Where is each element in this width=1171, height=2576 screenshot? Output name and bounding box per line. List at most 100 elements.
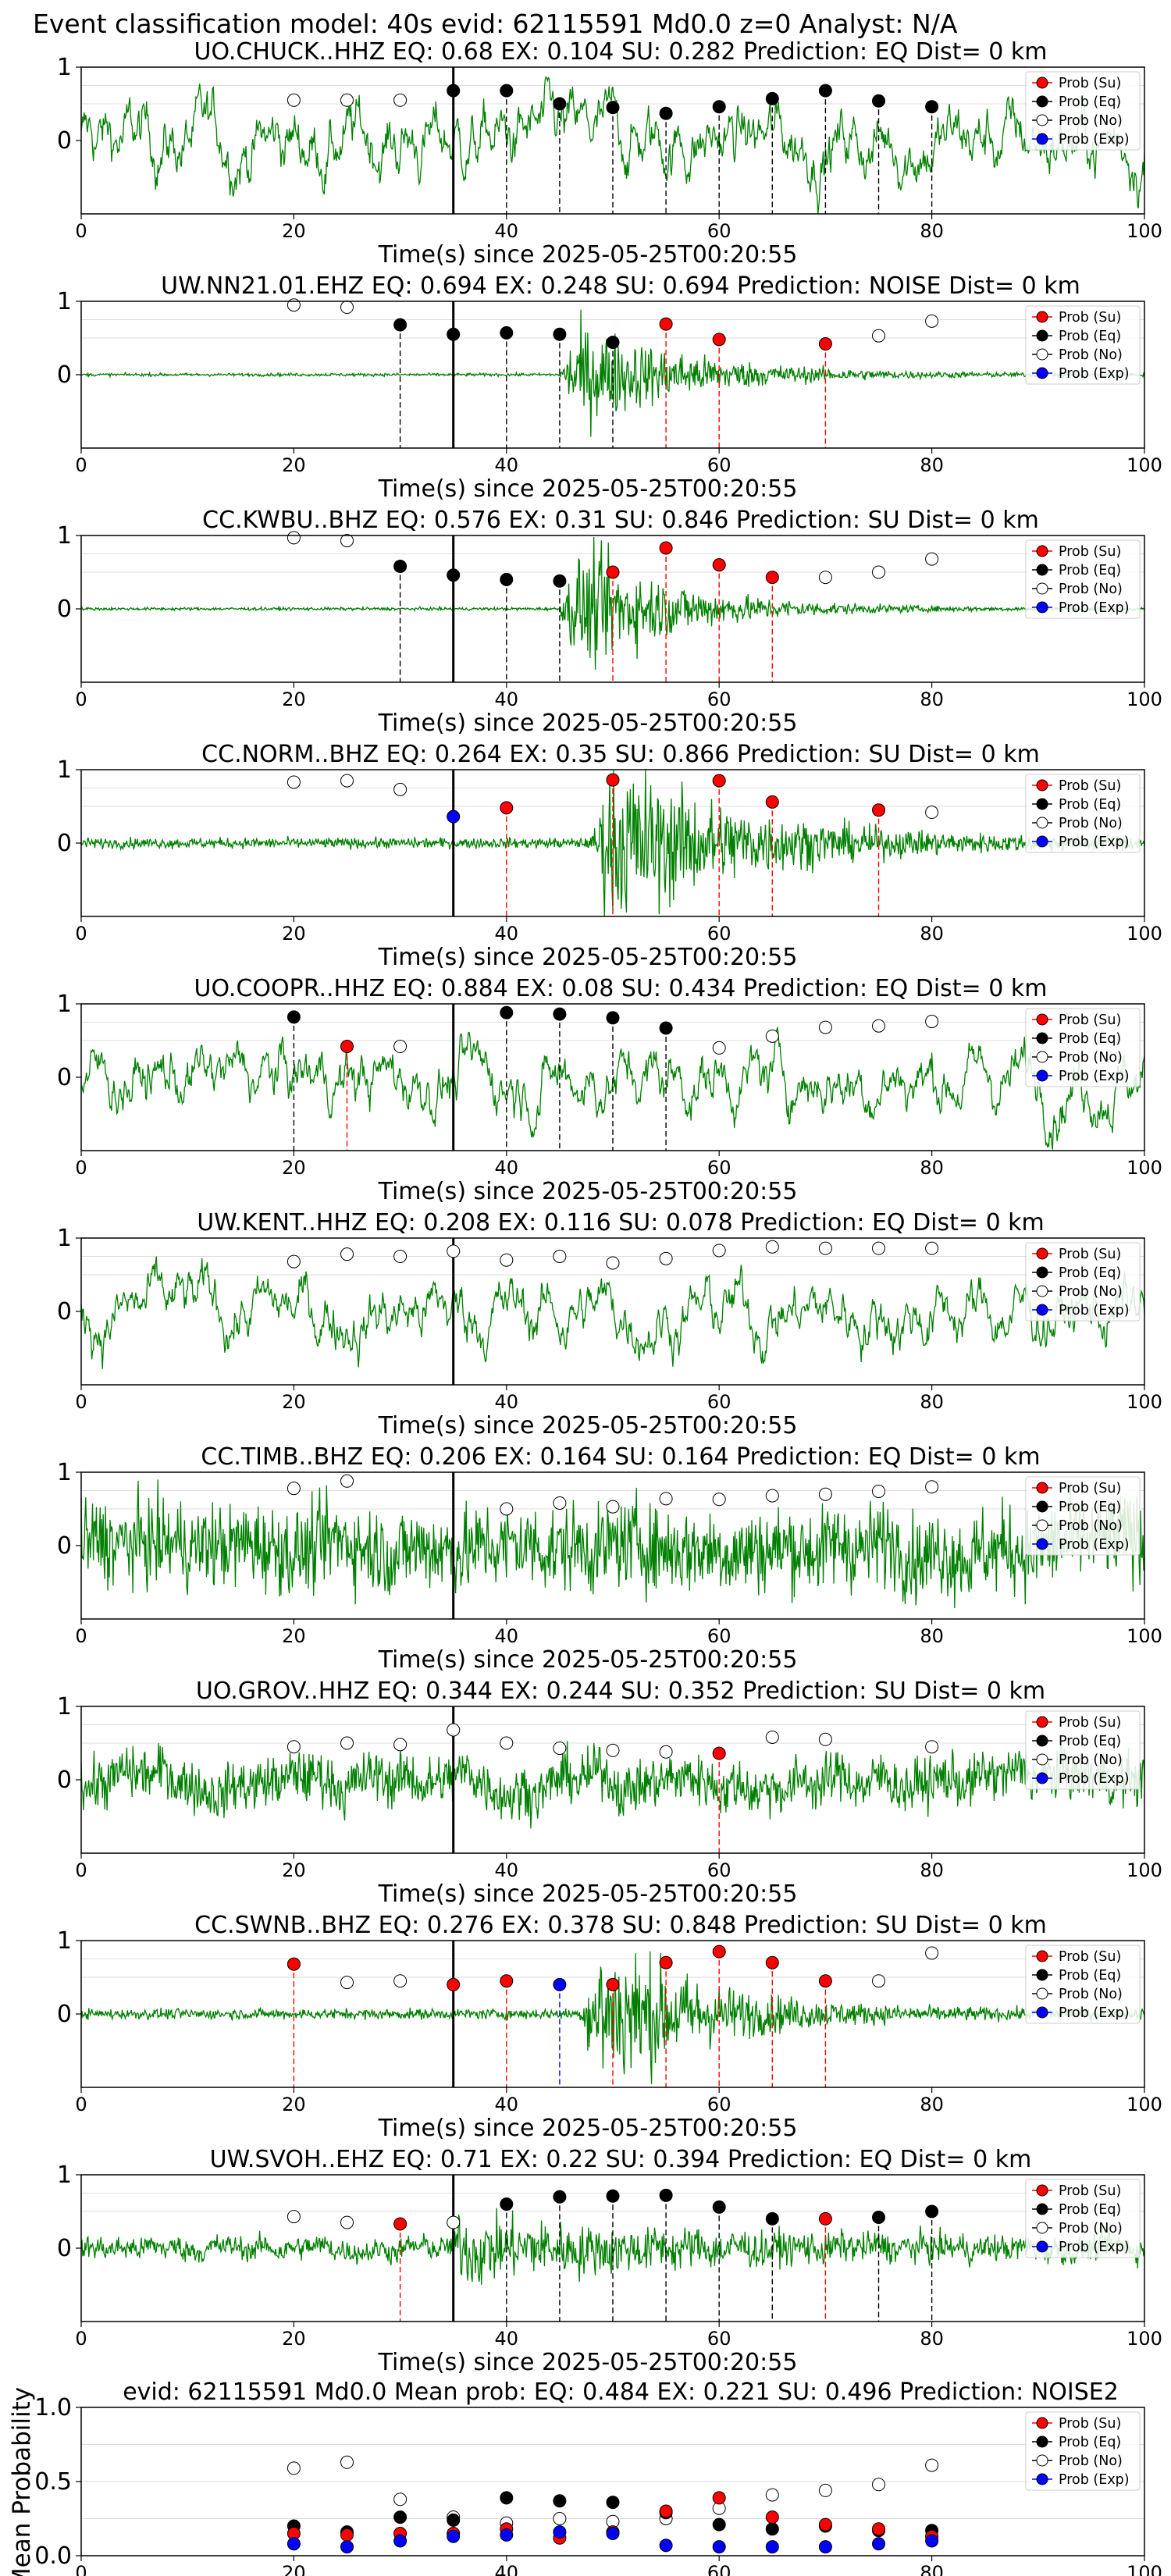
legend-label-no: Prob (No) [1059,1518,1123,1534]
mean-marker-exp [447,2529,461,2543]
x-tick-label: 20 [282,1625,306,1647]
y-tick-label: 1 [57,1459,72,1486]
x-tick-label: 100 [1127,1391,1162,1413]
legend-label-su: Prob (Su) [1059,310,1121,326]
prob-marker-no [659,1745,673,1759]
prob-marker-eq [287,1010,301,1024]
prob-marker-no [500,1736,514,1750]
prob-marker-su [712,774,726,788]
prob-marker-eq [712,100,726,114]
x-tick-label: 100 [1127,2328,1162,2350]
legend-label-no: Prob (No) [1059,2453,1123,2469]
panel-3: CC.KWBU..BHZ EQ: 0.576 EX: 0.31 SU: 0.84… [57,507,1162,737]
x-tick-label: 100 [1127,1625,1162,1647]
prob-marker-no [818,1020,832,1034]
legend-marker-eq [1036,1032,1048,1044]
x-axis-label: Time(s) since 2025-05-25T00:20:55 [378,2349,798,2376]
prob-marker-no [393,782,408,796]
x-tick-label: 0 [75,1157,87,1179]
prob-marker-no [606,1500,620,1514]
prob-marker-no [818,1241,832,1255]
x-tick-label: 40 [495,220,519,242]
prob-marker-no [287,1740,301,1754]
prob-marker-no [925,1241,939,1255]
legend-label-exp: Prob (Exp) [1059,1771,1130,1787]
x-tick-label: 40 [495,2328,519,2350]
legend-label-exp: Prob (Exp) [1059,600,1130,616]
x-tick-label: 20 [282,2328,306,2350]
mean-marker-eq [765,2522,779,2536]
legend-marker-no [1036,1285,1048,1297]
x-tick-label: 100 [1127,1157,1162,1179]
panel-11: evid: 62115591 Md0.0 Mean prob: EQ: 0.48… [8,2379,1162,2576]
panel-9: CC.SWNB..BHZ EQ: 0.276 EX: 0.378 SU: 0.8… [57,1912,1162,2142]
prob-marker-exp [553,1977,567,1991]
x-tick-label: 60 [707,454,731,476]
mean-marker-su [659,2504,673,2518]
prob-marker-eq [606,2189,620,2203]
legend-label-su: Prob (Su) [1059,1247,1121,1262]
x-tick-label: 60 [707,2328,731,2350]
prob-marker-no [340,534,354,548]
x-tick-label: 20 [282,923,306,945]
y-tick-label: 1 [57,522,72,550]
legend-box [1025,71,1141,151]
prob-marker-no [287,2210,301,2224]
y-tick-label: 1.0 [34,2394,72,2421]
legend-marker-no [1036,817,1048,829]
legend-marker-eq [1036,1735,1048,1747]
x-tick-label: 0 [75,688,87,710]
prob-marker-no [287,531,301,545]
panel-5: UO.COOPR..HHZ EQ: 0.884 EX: 0.08 SU: 0.4… [57,975,1162,1205]
legend-label-su: Prob (Su) [1059,76,1121,91]
x-tick-label: 0 [75,1391,87,1413]
prob-marker-su [659,317,673,331]
prob-marker-eq [712,2200,726,2214]
x-tick-label: 60 [707,2562,731,2576]
prob-marker-no [872,1974,885,1988]
x-tick-label: 60 [707,688,731,710]
prob-marker-eq [500,572,514,586]
prob-marker-no [340,1736,354,1750]
legend-label-su: Prob (Su) [1059,1715,1121,1731]
prob-marker-no [340,1474,354,1488]
legend-label-no: Prob (No) [1059,1284,1123,1300]
x-tick-label: 100 [1127,454,1162,476]
prob-marker-eq [500,1005,514,1019]
y-tick-label: 1 [57,2161,72,2189]
prob-marker-eq [818,84,832,98]
panel-title: UW.KENT..HHZ EQ: 0.208 EX: 0.116 SU: 0.0… [197,1209,1045,1236]
legend-box [1025,539,1141,619]
prob-marker-no [340,1976,354,1990]
mean-marker-no [925,2458,939,2472]
figure-suptitle: Event classification model: 40s evid: 62… [33,9,958,39]
panel-title: CC.TIMB..BHZ EQ: 0.206 EX: 0.164 SU: 0.1… [201,1443,1040,1471]
x-tick-label: 20 [282,2562,306,2576]
legend-marker-eq [1036,1266,1048,1279]
x-tick-label: 0 [75,2328,87,2350]
x-tick-label: 80 [920,220,944,242]
x-axis-label: Time(s) since 2025-05-25T00:20:55 [378,1412,798,1439]
x-tick-label: 80 [920,454,944,476]
prob-marker-no [393,1040,408,1054]
waveform-trace [80,1256,1145,1369]
prob-marker-no [553,1742,567,1756]
prob-marker-no [606,1743,620,1757]
prob-marker-eq [447,327,461,341]
mean-marker-eq [553,2494,567,2508]
prob-marker-exp [447,809,461,824]
legend-box [1025,1944,1141,2024]
panel-title: UO.GROV..HHZ EQ: 0.344 EX: 0.244 SU: 0.3… [196,1678,1045,1705]
x-tick-label: 20 [282,2094,306,2115]
legend-marker-no [1036,1519,1048,1532]
mean-marker-eq [606,2496,620,2510]
prob-marker-no [712,1244,726,1258]
legend-label-eq: Prob (Eq) [1059,329,1121,344]
prob-marker-su [712,333,726,347]
legend-marker-no [1036,582,1048,595]
prob-marker-eq [606,101,620,115]
prob-marker-no [500,1502,514,1516]
legend-marker-su [1036,2417,1048,2429]
x-axis-label: Time(s) since 2025-05-25T00:20:55 [378,241,798,269]
